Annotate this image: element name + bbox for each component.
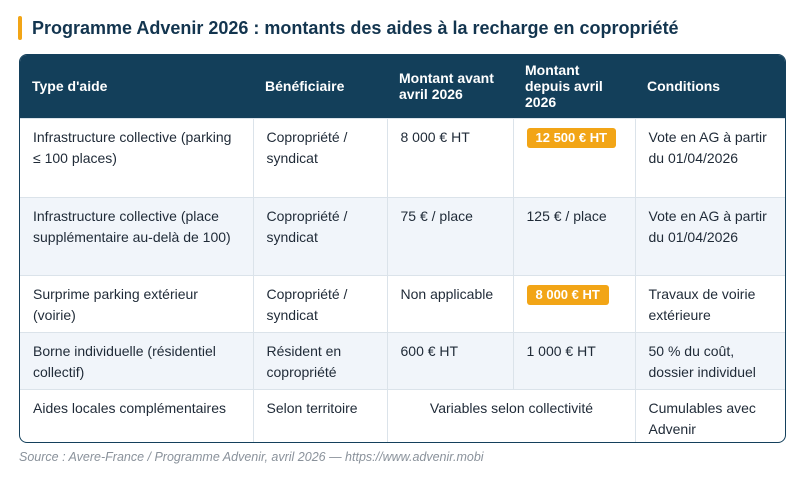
cell-beneficiaire: Selon territoire xyxy=(253,388,388,442)
source-note: Source : Avere-France / Programme Adveni… xyxy=(19,450,484,464)
table-row: Borne individuelle (résidentiel collecti… xyxy=(20,331,785,389)
cell-conditions: Vote en AG à partir du 01/04/2026 xyxy=(635,117,785,197)
cell-montant-depuis: 1 000 € HT xyxy=(513,331,636,389)
cell-beneficiaire: Copropriété / syndicat xyxy=(253,274,388,332)
cell-montant-avant: 8 000 € HT xyxy=(387,117,514,197)
cell-conditions: Cumulables avec Advenir xyxy=(635,388,785,442)
column-header-beneficiaire: Bénéficiaire xyxy=(265,78,345,95)
table-row: Surprime parking extérieur (voirie) Copr… xyxy=(20,274,785,332)
cell-conditions: Vote en AG à partir du 01/04/2026 xyxy=(635,196,785,275)
table-row: Aides locales complémentaires Selon terr… xyxy=(20,388,785,442)
cell-montant-depuis: 125 € / place xyxy=(513,196,636,275)
cell-montant-merged: Variables selon collectivité xyxy=(387,388,636,442)
cell-type: Surprime parking extérieur (voirie) xyxy=(20,274,254,332)
cell-beneficiaire: Copropriété / syndicat xyxy=(253,117,388,197)
cell-beneficiaire: Copropriété / syndicat xyxy=(253,196,388,275)
cell-type: Borne individuelle (résidentiel collecti… xyxy=(20,331,254,389)
page-title: Programme Advenir 2026 : montants des ai… xyxy=(32,17,679,38)
highlight-badge: 8 000 € HT xyxy=(526,284,609,305)
column-header-type: Type d'aide xyxy=(32,78,108,95)
column-header-montant-avant: Montant avant avril 2026 xyxy=(399,70,494,103)
cell-montant-depuis: 12 500 € HT xyxy=(513,117,636,197)
aid-table-frame: Type d'aide Bénéficiaire Montant avant a… xyxy=(19,54,786,443)
title-block: Programme Advenir 2026 : montants des ai… xyxy=(18,14,679,42)
cell-beneficiaire: Résident en copropriété xyxy=(253,331,388,389)
table-row: Infrastructure collective (place supplém… xyxy=(20,196,785,275)
cell-conditions: 50 % du coût, dossier individuel xyxy=(635,331,785,389)
column-header-conditions: Conditions xyxy=(647,78,721,95)
cell-type: Aides locales complémentaires xyxy=(20,388,254,442)
cell-montant-depuis: 8 000 € HT xyxy=(513,274,636,332)
highlight-badge: 12 500 € HT xyxy=(526,127,617,148)
cell-type: Infrastructure collective (place supplém… xyxy=(20,196,254,275)
cell-montant-avant: 75 € / place xyxy=(387,196,514,275)
title-accent-bar xyxy=(18,16,22,40)
column-header-montant-depuis: Montant depuis avril 2026 xyxy=(525,62,603,111)
cell-type: Infrastructure collective (parking ≤ 100… xyxy=(20,117,254,197)
aid-table: Type d'aide Bénéficiaire Montant avant a… xyxy=(20,55,785,442)
cell-montant-avant: Non applicable xyxy=(387,274,514,332)
cell-conditions: Travaux de voirie extérieure xyxy=(635,274,785,332)
table-row: Infrastructure collective (parking ≤ 100… xyxy=(20,117,785,197)
table-header-row: Type d'aide Bénéficiaire Montant avant a… xyxy=(20,55,785,118)
cell-montant-avant: 600 € HT xyxy=(387,331,514,389)
